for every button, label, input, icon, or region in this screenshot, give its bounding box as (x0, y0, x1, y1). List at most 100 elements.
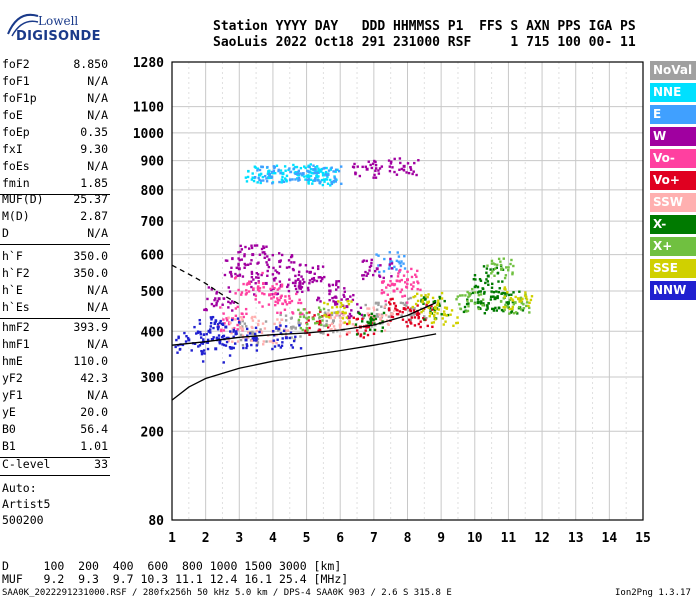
param-value: 350.0 (73, 266, 108, 280)
echo-dot (336, 168, 339, 172)
echo-dot (399, 301, 403, 305)
echo-dot (359, 333, 363, 336)
data-point-nnw (284, 336, 288, 340)
echo-dot (258, 178, 261, 182)
echo-dot (393, 170, 396, 174)
echo-dot (463, 305, 467, 309)
echo-dot (209, 321, 213, 325)
echo-dot (518, 290, 521, 293)
echo-dot (395, 279, 399, 282)
echo-dot (504, 306, 507, 309)
echo-dot (434, 305, 437, 309)
echo-dot (409, 318, 413, 322)
echo-dot (414, 273, 417, 276)
echo-dot (316, 171, 319, 175)
echo-dot (313, 272, 316, 275)
echo-dot (430, 321, 434, 325)
echo-dot (441, 317, 444, 320)
data-point-nnw (224, 325, 228, 329)
echo-dot (250, 259, 253, 262)
param-name: h`E (2, 283, 23, 297)
echo-dot (290, 343, 293, 347)
echo-dot (321, 171, 325, 175)
echo-dot (297, 173, 300, 177)
echo-dot (272, 169, 276, 173)
echo-dot (496, 296, 499, 300)
echo-dot (322, 178, 326, 181)
param-name: foE (2, 108, 23, 122)
echo-dot (314, 322, 317, 325)
echo-dot (294, 335, 297, 339)
echo-dot (479, 290, 482, 293)
data-point-nnw (214, 347, 218, 351)
echo-dot (351, 323, 355, 326)
echo-dot (266, 172, 270, 175)
echo-dot (456, 295, 459, 298)
echo-dot (423, 318, 426, 321)
echo-dot (255, 244, 259, 247)
echo-dot (390, 275, 393, 278)
echo-dot (267, 265, 271, 269)
echo-dot (258, 253, 262, 256)
echo-dot (298, 287, 301, 290)
echo-dot (254, 282, 257, 285)
echo-dot (211, 338, 214, 341)
echo-dot (280, 285, 284, 288)
echo-dot (258, 301, 261, 304)
echo-dot (443, 306, 447, 309)
echo-dot (332, 330, 335, 334)
echo-dot (326, 333, 330, 337)
echo-dot (455, 298, 458, 301)
echo-dot (199, 330, 202, 334)
echo-dot (323, 301, 326, 305)
echo-dot (383, 305, 387, 308)
echo-dot (364, 270, 367, 274)
echo-dot (378, 313, 381, 316)
echo-dot (285, 266, 289, 269)
echo-dot (471, 291, 475, 295)
echo-dot (284, 178, 288, 182)
echo-dot (283, 308, 287, 311)
echo-dot (401, 318, 405, 321)
echo-dot (466, 290, 469, 294)
echo-dot (372, 320, 376, 323)
echo-dot (239, 327, 242, 330)
echo-dot (255, 329, 259, 333)
echo-dot (432, 321, 436, 324)
echo-dot (296, 172, 300, 175)
echo-dot (218, 321, 221, 325)
echo-dot (414, 302, 418, 306)
param-row-d: D N/A (2, 226, 108, 240)
echo-dot (284, 325, 288, 328)
echo-dot (389, 257, 392, 261)
echo-dot (429, 310, 432, 313)
echo-dot (276, 329, 280, 332)
echo-dot (282, 329, 286, 333)
echo-dot (380, 165, 384, 168)
echo-dot (388, 284, 392, 287)
echo-dot (437, 308, 440, 311)
echo-dot (237, 264, 240, 267)
echo-dot (393, 283, 397, 286)
echo-dot (293, 261, 296, 264)
echo-dot (283, 299, 287, 302)
echo-dot (374, 160, 377, 164)
echo-dot (389, 298, 392, 301)
echo-dot (413, 295, 417, 298)
echo-dot (422, 307, 426, 310)
echo-dot (328, 313, 331, 317)
echo-dot (212, 326, 215, 330)
param-name: fxI (2, 142, 23, 156)
echo-dot (222, 334, 226, 338)
echo-dot (373, 159, 376, 163)
echo-dot (255, 349, 259, 352)
echo-dot (509, 311, 513, 314)
echo-dot (386, 293, 390, 296)
echo-dot (322, 332, 325, 335)
echo-dot (320, 315, 323, 319)
echo-dot (246, 175, 250, 179)
echo-dot (305, 311, 309, 315)
echo-dot (452, 324, 455, 327)
echo-dot (374, 167, 378, 170)
echo-dot (425, 316, 428, 320)
